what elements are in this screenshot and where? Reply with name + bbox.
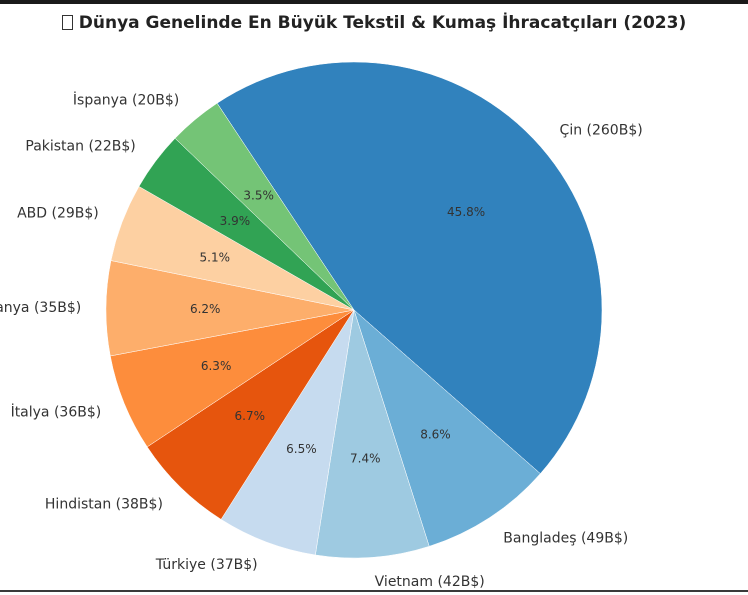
- slice-ispanya: [174, 102, 355, 311]
- pct-label-hindistan: 6.7%: [235, 409, 266, 423]
- category-label-turkiye: Türkiye (37B$): [155, 557, 258, 573]
- pct-label-italya: 6.3%: [201, 359, 232, 373]
- category-labels: Çin (260B$) Bangladeş (49B$) Vietnam (42B$…: [0, 91, 643, 590]
- chart-title-container: Dünya Genelinde En Büyük Tekstil & Kumaş…: [0, 13, 748, 33]
- category-label-almanya: Almanya (35B$): [0, 300, 81, 316]
- category-label-banglades: Bangladeş (49B$): [503, 530, 628, 546]
- slice-banglades: [353, 309, 541, 547]
- pct-label-abd: 5.1%: [200, 250, 231, 264]
- pct-label-vietnam: 7.4%: [350, 451, 381, 465]
- category-label-abd: ABD (29B$): [17, 206, 99, 222]
- pie-slices: [105, 61, 603, 559]
- slice-cin: [216, 61, 603, 474]
- category-label-ispanya: İspanya (20B$): [73, 91, 179, 109]
- pct-label-almanya: 6.2%: [190, 302, 221, 316]
- top-border: [0, 0, 748, 4]
- pct-label-turkiye: 6.5%: [286, 442, 317, 456]
- slice-vietnam: [315, 309, 430, 559]
- category-label-hindistan: Hindistan (38B$): [45, 497, 163, 513]
- percent-labels: 45.8% 8.6% 7.4% 6.5% 6.7% 6.3% 6.2% 5.1% 3.9% 3.5…: [190, 189, 485, 466]
- chart-title: Dünya Genelinde En Büyük Tekstil & Kumaş…: [78, 13, 687, 33]
- pct-label-pakistan: 3.9%: [220, 214, 251, 228]
- pct-label-ispanya: 3.5%: [243, 189, 274, 203]
- category-label-pakistan: Pakistan (22B$): [25, 138, 135, 154]
- category-label-vietnam: Vietnam (42B$): [375, 574, 485, 590]
- category-label-italya: İtalya (36B$): [11, 403, 102, 421]
- pct-label-cin: 45.8%: [447, 205, 485, 219]
- pct-label-banglades: 8.6%: [420, 428, 451, 442]
- bottom-border: [0, 590, 748, 592]
- category-label-cin: Çin (260B$): [560, 123, 643, 139]
- missing-glyph-icon: [61, 15, 73, 30]
